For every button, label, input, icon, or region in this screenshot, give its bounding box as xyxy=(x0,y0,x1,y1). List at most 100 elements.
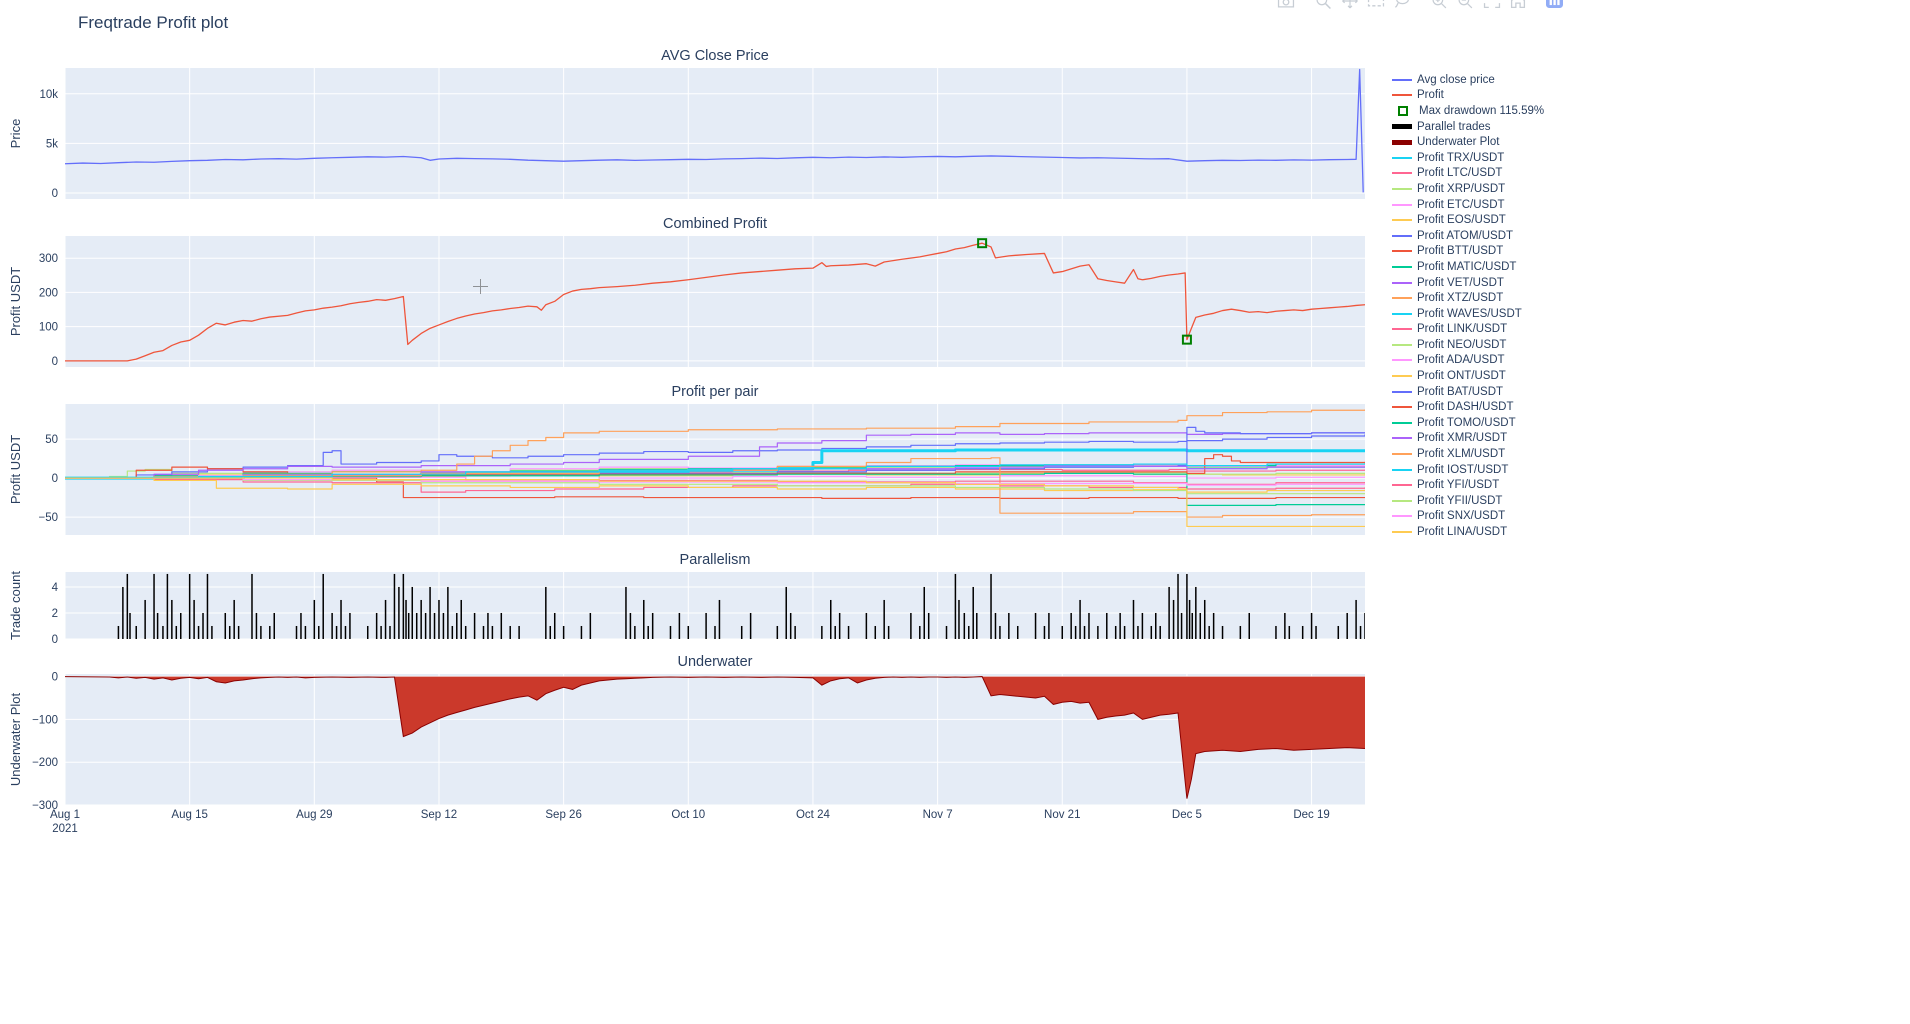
svg-text:0: 0 xyxy=(52,473,58,485)
legend: Avg close price Profit Max drawdown 115.59… xyxy=(1392,72,1562,540)
legend-swatch-line xyxy=(1392,531,1412,534)
svg-text:5k: 5k xyxy=(46,138,58,150)
svg-text:AVG Close Price: AVG Close Price xyxy=(661,48,769,64)
legend-item[interactable]: Profit xyxy=(1392,88,1562,104)
zoom-in-icon[interactable] xyxy=(1430,0,1450,9)
legend-item[interactable]: Max drawdown 115.59% xyxy=(1392,103,1562,119)
svg-text:Dec 19: Dec 19 xyxy=(1293,809,1329,821)
legend-item[interactable]: Profit ETC/USDT xyxy=(1392,197,1562,213)
legend-label: Profit XRP/USDT xyxy=(1417,182,1506,195)
legend-item[interactable]: Profit NEO/USDT xyxy=(1392,337,1562,353)
legend-item[interactable]: Profit ONT/USDT xyxy=(1392,368,1562,384)
legend-item[interactable]: Profit VET/USDT xyxy=(1392,275,1562,291)
legend-item[interactable]: Profit XTZ/USDT xyxy=(1392,290,1562,306)
legend-item[interactable]: Profit MATIC/USDT xyxy=(1392,259,1562,275)
legend-label: Profit BAT/USDT xyxy=(1417,385,1504,398)
legend-item[interactable]: Profit SNX/USDT xyxy=(1392,509,1562,525)
legend-label: Profit ONT/USDT xyxy=(1417,370,1506,383)
svg-text:0: 0 xyxy=(52,634,58,646)
legend-item[interactable]: Profit DASH/USDT xyxy=(1392,399,1562,415)
legend-swatch-line xyxy=(1392,421,1412,424)
legend-item[interactable]: Profit TRX/USDT xyxy=(1392,150,1562,166)
legend-swatch-line xyxy=(1392,265,1412,268)
lasso-select-icon[interactable] xyxy=(1392,0,1412,9)
autoscale-icon[interactable] xyxy=(1482,0,1502,9)
legend-label: Profit ETC/USDT xyxy=(1417,198,1505,211)
legend-swatch-line xyxy=(1392,468,1412,471)
legend-swatch-line xyxy=(1392,250,1412,253)
legend-swatch-line xyxy=(1392,187,1412,190)
legend-item[interactable]: Profit ATOM/USDT xyxy=(1392,228,1562,244)
legend-label: Profit TRX/USDT xyxy=(1417,151,1505,164)
legend-swatch-line xyxy=(1392,234,1412,237)
svg-text:Oct 10: Oct 10 xyxy=(671,809,705,821)
legend-item[interactable]: Profit LINA/USDT xyxy=(1392,524,1562,540)
legend-swatch-line xyxy=(1392,515,1412,518)
svg-text:Aug 29: Aug 29 xyxy=(296,809,332,821)
legend-swatch-line xyxy=(1392,281,1412,284)
legend-item[interactable]: Underwater Plot xyxy=(1392,134,1562,150)
legend-swatch-line xyxy=(1392,172,1412,175)
svg-text:Nov 7: Nov 7 xyxy=(923,809,953,821)
legend-label: Profit EOS/USDT xyxy=(1417,214,1506,227)
legend-swatch-line xyxy=(1392,375,1412,378)
legend-label: Profit ADA/USDT xyxy=(1417,354,1505,367)
plotly-logo-icon[interactable] xyxy=(1546,0,1566,9)
svg-text:2021: 2021 xyxy=(52,823,78,835)
legend-swatch-line xyxy=(1392,499,1412,502)
svg-text:Parallelism: Parallelism xyxy=(680,552,751,568)
svg-text:0: 0 xyxy=(52,188,58,200)
legend-item[interactable]: Profit LTC/USDT xyxy=(1392,166,1562,182)
legend-label: Profit WAVES/USDT xyxy=(1417,307,1522,320)
legend-item[interactable]: Profit TOMO/USDT xyxy=(1392,415,1562,431)
legend-swatch-line xyxy=(1392,78,1412,81)
legend-label: Profit LTC/USDT xyxy=(1417,167,1503,180)
legend-item[interactable]: Profit IOST/USDT xyxy=(1392,462,1562,478)
legend-label: Profit DASH/USDT xyxy=(1417,401,1514,414)
zoom-icon[interactable] xyxy=(1314,0,1334,9)
legend-item[interactable]: Profit XMR/USDT xyxy=(1392,431,1562,447)
legend-swatch-line xyxy=(1392,390,1412,393)
legend-item[interactable]: Parallel trades xyxy=(1392,119,1562,135)
legend-item[interactable]: Profit EOS/USDT xyxy=(1392,212,1562,228)
legend-item[interactable]: Profit BAT/USDT xyxy=(1392,384,1562,400)
legend-swatch-line xyxy=(1392,328,1412,331)
legend-item[interactable]: Profit XLM/USDT xyxy=(1392,446,1562,462)
svg-text:−100: −100 xyxy=(32,714,58,726)
svg-text:Aug 1: Aug 1 xyxy=(50,809,80,821)
svg-text:Profit USDT: Profit USDT xyxy=(8,267,23,336)
box-select-icon[interactable] xyxy=(1366,0,1386,9)
camera-icon[interactable] xyxy=(1276,0,1296,9)
legend-item[interactable]: Profit WAVES/USDT xyxy=(1392,306,1562,322)
legend-item[interactable]: Profit BTT/USDT xyxy=(1392,244,1562,260)
svg-text:Combined Profit: Combined Profit xyxy=(663,216,767,232)
legend-item[interactable]: Profit ADA/USDT xyxy=(1392,353,1562,369)
legend-label: Profit BTT/USDT xyxy=(1417,245,1504,258)
legend-label: Profit LINA/USDT xyxy=(1417,526,1508,539)
legend-label: Profit NEO/USDT xyxy=(1417,338,1507,351)
svg-text:Profit per pair: Profit per pair xyxy=(671,384,758,400)
svg-text:−300: −300 xyxy=(32,800,58,812)
svg-text:Underwater Plot: Underwater Plot xyxy=(8,693,23,787)
legend-label: Profit YFII/USDT xyxy=(1417,494,1503,507)
legend-label: Profit IOST/USDT xyxy=(1417,463,1509,476)
legend-item[interactable]: Profit YFII/USDT xyxy=(1392,493,1562,509)
legend-item[interactable]: Profit LINK/USDT xyxy=(1392,322,1562,338)
legend-item[interactable]: Avg close price xyxy=(1392,72,1562,88)
legend-item[interactable]: Profit YFI/USDT xyxy=(1392,477,1562,493)
modebar xyxy=(1276,0,1566,9)
svg-text:4: 4 xyxy=(52,582,59,594)
svg-text:0: 0 xyxy=(52,356,58,368)
legend-swatch-line xyxy=(1392,219,1412,222)
reset-axes-icon[interactable] xyxy=(1508,0,1528,9)
legend-label: Profit xyxy=(1417,89,1444,102)
crosshair-cursor xyxy=(473,279,488,294)
svg-text:Underwater: Underwater xyxy=(678,654,753,670)
svg-text:2: 2 xyxy=(52,608,58,620)
zoom-out-icon[interactable] xyxy=(1456,0,1476,9)
svg-text:Sep 26: Sep 26 xyxy=(545,809,581,821)
legend-item[interactable]: Profit XRP/USDT xyxy=(1392,181,1562,197)
pan-icon[interactable] xyxy=(1340,0,1360,9)
